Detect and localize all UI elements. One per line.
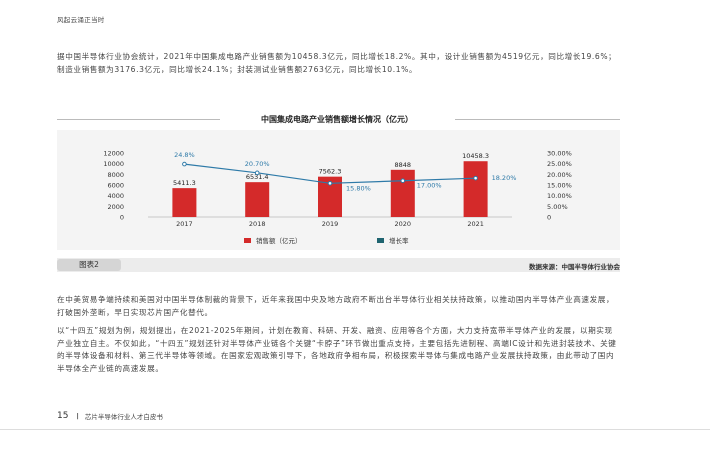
x-tick-label: 2018 xyxy=(249,220,266,228)
growth-rate-point xyxy=(254,170,260,176)
y-left-tick-label: 12000 xyxy=(103,150,124,158)
x-tick-label: 2021 xyxy=(467,220,484,228)
bar-2021 xyxy=(463,161,488,217)
x-tick-label: 2019 xyxy=(322,220,339,228)
legend-swatch-growth xyxy=(377,238,384,243)
bar-value-label: 8848 xyxy=(395,161,412,169)
bar-value-label: 6531.4 xyxy=(246,173,269,181)
y-right-tick-label: 30.00% xyxy=(547,150,572,158)
y-right-tick-label: 10.00% xyxy=(547,192,572,200)
figure-caption-bar xyxy=(57,258,620,272)
paragraph-intro: 据中国半导体行业协会统计，2021年中国集成电路产业销售额为10458.3亿元，… xyxy=(57,52,617,74)
footer: 15 | 芯片半导体行业人才白皮书 xyxy=(57,411,163,421)
bar-2018 xyxy=(245,182,270,217)
legend-label-sales: 销售额（亿元） xyxy=(256,236,302,245)
growth-rate-point xyxy=(473,175,478,181)
data-source: 数据来源：中国半导体行业协会 xyxy=(529,263,620,271)
book-title: 芯片半导体行业人才白皮书 xyxy=(84,413,163,421)
title-rule-right xyxy=(455,119,620,120)
legend-label-growth: 增长率 xyxy=(389,236,409,245)
page-number: 15 xyxy=(57,411,69,421)
footer-rule xyxy=(0,429,710,430)
y-right-tick-label: 0 xyxy=(547,214,551,222)
y-left-tick-label: 8000 xyxy=(107,171,124,179)
growth-rate-label: 20.70% xyxy=(245,160,270,168)
footer-separator: | xyxy=(76,412,79,420)
growth-rate-label: 18.20% xyxy=(492,174,517,182)
y-right-tick-label: 20.00% xyxy=(547,171,572,179)
bar-value-label: 5411.3 xyxy=(173,179,196,187)
chart-title: 中国集成电路产业销售额增长情况（亿元） xyxy=(261,115,413,124)
bar-value-label: 7562.3 xyxy=(319,168,342,176)
y-right-tick-label: 5.00% xyxy=(547,203,568,211)
bar-2017 xyxy=(172,188,197,217)
y-left-tick-label: 0 xyxy=(120,214,124,222)
growth-rate-label: 24.8% xyxy=(174,151,195,159)
bar-value-label: 10458.3 xyxy=(462,152,489,160)
y-right-tick-label: 25.00% xyxy=(547,160,572,168)
y-left-tick-label: 2000 xyxy=(107,203,124,211)
x-tick-label: 2020 xyxy=(395,220,412,228)
y-left-tick-label: 6000 xyxy=(107,182,124,190)
figure-tag: 图表2 xyxy=(57,259,121,271)
paragraph-five-year-plan: 以“十四五”规划为例，规划提出，在2021-2025年期间，计划在教育、科研、开… xyxy=(57,326,617,373)
y-left-tick-label: 10000 xyxy=(103,160,124,168)
x-tick-label: 2017 xyxy=(176,220,193,228)
legend-swatch-sales xyxy=(244,238,251,243)
title-rule-left xyxy=(57,119,220,120)
growth-rate-point xyxy=(327,180,333,186)
growth-rate-label: 15.80% xyxy=(346,184,371,192)
y-right-tick-label: 15.00% xyxy=(547,182,572,190)
growth-rate-point xyxy=(400,178,406,184)
y-left-tick-label: 4000 xyxy=(107,192,124,200)
paragraph-policy: 在中美贸易争端持续和美国对中国半导体制裁的背景下，近年来我国中央及地方政府不断出… xyxy=(57,295,615,317)
running-header: 风起云涌正当时 xyxy=(57,16,105,24)
growth-rate-point xyxy=(182,161,187,167)
bar-2020 xyxy=(390,169,415,217)
growth-rate-label: 17.00% xyxy=(417,182,442,190)
